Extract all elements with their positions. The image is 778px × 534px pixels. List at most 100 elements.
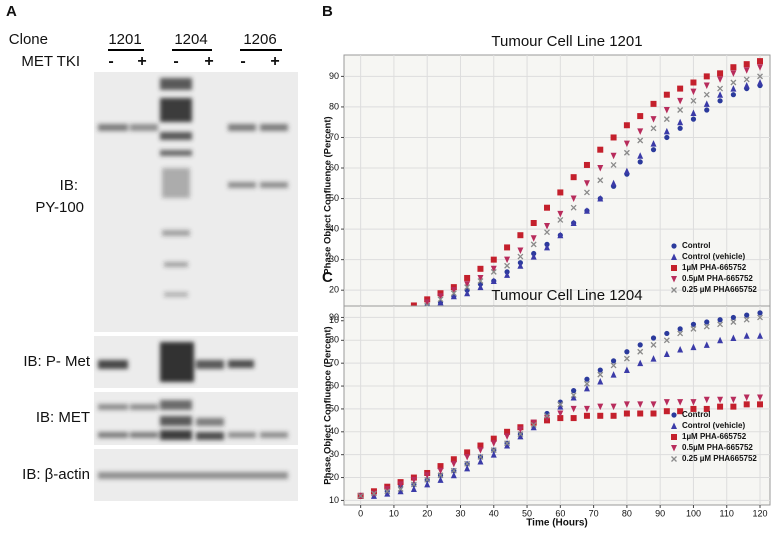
data-point bbox=[704, 319, 710, 325]
data-point bbox=[597, 371, 604, 378]
data-point bbox=[557, 410, 564, 418]
y-tick-label: 40 bbox=[329, 426, 339, 436]
data-point bbox=[623, 401, 630, 408]
x-axis-label: Time (Hours) bbox=[526, 518, 588, 529]
y-tick-label: 30 bbox=[329, 254, 339, 264]
data-point bbox=[623, 122, 630, 129]
data-point bbox=[743, 394, 750, 401]
data-point bbox=[690, 325, 697, 332]
data-point bbox=[650, 401, 657, 408]
data-point bbox=[410, 476, 417, 484]
data-point bbox=[477, 458, 484, 465]
data-point bbox=[730, 319, 737, 325]
x-tick-label: 0 bbox=[358, 508, 363, 518]
data-point bbox=[477, 274, 484, 282]
data-point bbox=[677, 399, 684, 406]
data-point bbox=[730, 70, 737, 77]
data-point bbox=[477, 265, 484, 272]
data-point bbox=[703, 405, 710, 412]
data-point bbox=[517, 262, 524, 269]
data-point bbox=[450, 460, 457, 468]
data-point bbox=[690, 88, 697, 96]
data-point bbox=[717, 396, 724, 404]
data-point bbox=[583, 180, 590, 187]
data-point bbox=[730, 334, 737, 342]
data-point bbox=[677, 408, 684, 415]
data-point bbox=[743, 82, 750, 89]
data-point bbox=[703, 91, 710, 98]
data-point bbox=[663, 91, 670, 98]
data-point bbox=[623, 140, 630, 148]
data-point bbox=[610, 134, 617, 141]
data-point bbox=[530, 419, 537, 427]
data-point bbox=[717, 321, 724, 328]
data-point bbox=[757, 58, 764, 65]
data-point bbox=[730, 64, 737, 71]
data-point bbox=[671, 422, 677, 429]
data-point bbox=[703, 323, 710, 330]
data-point bbox=[650, 140, 657, 147]
data-point bbox=[530, 253, 537, 260]
x-tick-label: 100 bbox=[686, 508, 701, 518]
y-tick-label: 70 bbox=[329, 358, 339, 368]
bands bbox=[98, 78, 288, 479]
y-axis-label: Phase Object Confluence (Percent) bbox=[323, 116, 334, 274]
data-point bbox=[717, 403, 724, 410]
data-point bbox=[464, 464, 471, 472]
data-point bbox=[517, 426, 524, 434]
x-tick-label: 120 bbox=[753, 508, 768, 518]
data-point bbox=[610, 152, 617, 160]
data-point bbox=[637, 137, 644, 144]
legend-label: Control bbox=[682, 410, 710, 419]
data-point bbox=[663, 116, 670, 123]
data-point bbox=[464, 284, 471, 291]
data-point bbox=[664, 134, 670, 141]
y-tick-label: 90 bbox=[329, 312, 339, 322]
data-point bbox=[730, 403, 737, 410]
data-point bbox=[530, 241, 537, 248]
data-point bbox=[544, 412, 550, 419]
data-point bbox=[757, 73, 763, 80]
data-point bbox=[650, 410, 657, 417]
data-point bbox=[490, 277, 497, 285]
data-point bbox=[517, 232, 524, 239]
data-point bbox=[637, 342, 643, 348]
y-tick-label: 10 bbox=[329, 315, 339, 325]
x-tick-label: 80 bbox=[622, 508, 632, 518]
data-point bbox=[490, 265, 497, 273]
data-point bbox=[583, 380, 590, 387]
data-point bbox=[703, 396, 710, 404]
clone: 1201 bbox=[108, 31, 141, 48]
legend-label: Control bbox=[682, 241, 710, 250]
data-point bbox=[504, 442, 511, 449]
treatment: - bbox=[240, 53, 245, 70]
data-point bbox=[504, 440, 511, 447]
data-point bbox=[570, 219, 577, 226]
panel-label: A bbox=[6, 3, 17, 20]
data-point bbox=[450, 456, 457, 463]
data-point bbox=[743, 67, 750, 74]
data-point bbox=[671, 445, 677, 452]
panel-label: B bbox=[322, 3, 333, 20]
treatment: + bbox=[270, 53, 279, 70]
data-point bbox=[730, 92, 736, 98]
data-point bbox=[570, 174, 577, 181]
data-point bbox=[597, 165, 604, 172]
data-point bbox=[490, 440, 497, 447]
data-point bbox=[610, 412, 617, 419]
data-point bbox=[450, 292, 457, 300]
data-point bbox=[464, 460, 471, 467]
data-point bbox=[571, 388, 577, 394]
data-point bbox=[743, 316, 750, 323]
data-point bbox=[637, 348, 644, 355]
y-tick-label: 40 bbox=[329, 223, 339, 233]
data-point bbox=[730, 85, 737, 92]
data-point bbox=[557, 189, 564, 196]
data-point bbox=[717, 76, 724, 83]
data-point bbox=[663, 408, 670, 415]
data-point bbox=[743, 76, 750, 83]
data-point bbox=[623, 167, 630, 175]
data-point bbox=[437, 476, 444, 483]
data-point bbox=[623, 366, 630, 374]
data-point bbox=[597, 367, 603, 373]
